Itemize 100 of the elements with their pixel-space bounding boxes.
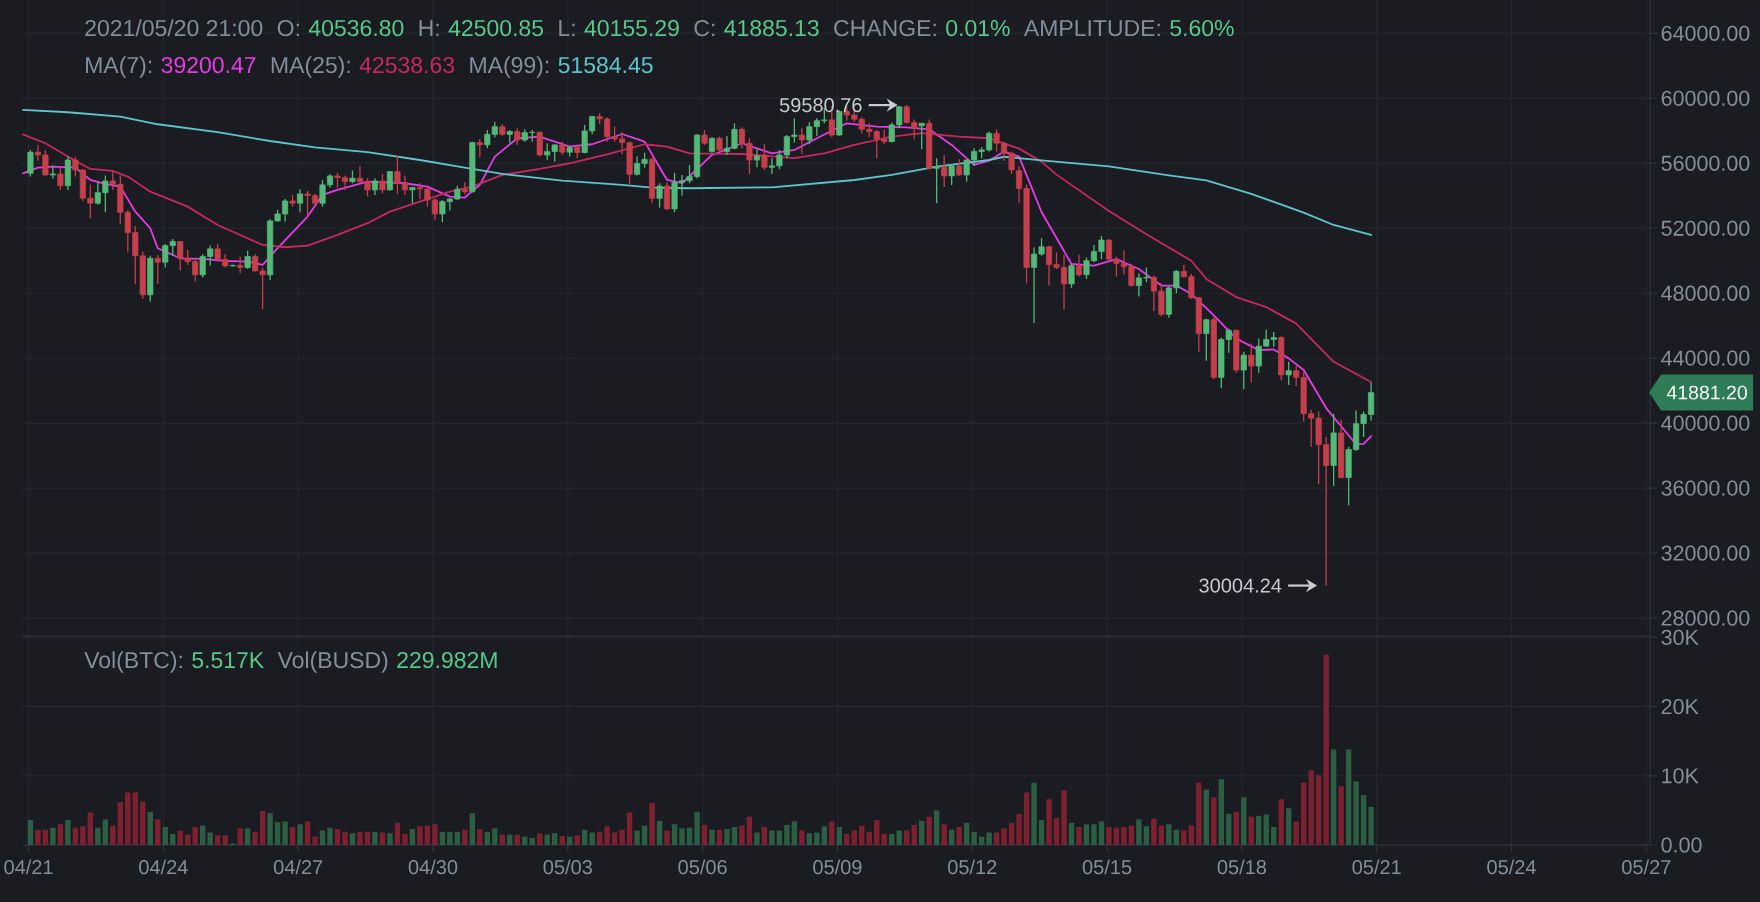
bar <box>1046 799 1052 845</box>
bar <box>214 835 221 845</box>
bar <box>574 835 580 845</box>
candlestick <box>154 254 161 285</box>
bar <box>349 833 356 845</box>
bar <box>529 838 535 845</box>
bar <box>993 832 1000 845</box>
bar <box>874 820 880 845</box>
bar <box>589 832 595 845</box>
bar <box>619 829 625 845</box>
bar <box>656 820 663 845</box>
bar <box>1098 821 1105 845</box>
annotation: 30004.24 <box>1199 578 1282 593</box>
annotation: 51584.45 <box>558 56 653 74</box>
annotation: 42500.85 <box>448 19 544 37</box>
bar <box>1203 789 1210 845</box>
annotation: MA(7): <box>86 56 152 78</box>
candlestick <box>731 122 738 150</box>
bar <box>222 835 228 845</box>
y-tick-label: 64000.00 <box>1661 25 1750 41</box>
x-tick-label: 05/06 <box>678 859 727 875</box>
bar <box>192 827 198 845</box>
bar <box>1031 782 1037 845</box>
bar <box>334 829 341 845</box>
bar <box>641 825 648 845</box>
bar <box>1136 819 1142 845</box>
text: 2021/05/20 21:00 <box>85 19 263 37</box>
bar <box>27 820 34 845</box>
bar <box>1038 820 1045 845</box>
bar <box>1278 799 1284 845</box>
bar <box>125 792 131 845</box>
x-tick-label: 05/18 <box>1217 859 1267 875</box>
candlestick <box>753 148 760 168</box>
y-tick-label: 36000.00 <box>1661 480 1750 496</box>
bar <box>866 831 872 845</box>
bar <box>904 830 910 845</box>
bar <box>42 829 49 845</box>
y-tick-label: 20K <box>1661 698 1699 715</box>
candlestick <box>379 173 386 194</box>
bar <box>252 831 258 845</box>
bar <box>537 833 543 845</box>
bar <box>1016 813 1022 845</box>
bar <box>709 829 715 845</box>
bar <box>1188 825 1195 845</box>
y-tick-label: 44000.00 <box>1661 350 1750 366</box>
bar <box>1121 827 1127 845</box>
bar <box>469 813 476 845</box>
bar <box>57 824 64 845</box>
bar <box>1353 781 1359 845</box>
bar <box>304 821 311 845</box>
candlestick <box>918 121 925 150</box>
bar <box>1241 797 1247 845</box>
bar <box>417 826 423 845</box>
annotation: MA(25): <box>271 56 350 78</box>
bar <box>297 824 303 845</box>
candlestick <box>1128 263 1135 288</box>
bar <box>327 827 333 845</box>
bar <box>1061 790 1067 845</box>
bar <box>462 829 468 845</box>
bar <box>155 819 161 845</box>
bar <box>671 824 678 845</box>
bar <box>117 802 123 845</box>
bar <box>492 828 498 845</box>
bar <box>372 831 378 845</box>
annotation: O: <box>277 19 299 37</box>
bar <box>1106 827 1112 845</box>
candlestick <box>1203 318 1210 362</box>
bar <box>1345 749 1352 845</box>
bar <box>379 832 386 845</box>
bar <box>259 811 266 845</box>
bar <box>312 836 318 845</box>
candlestick <box>941 154 948 188</box>
bar <box>799 830 805 845</box>
annotation: 5.517K <box>192 652 264 669</box>
bar <box>963 822 970 845</box>
bar <box>791 821 798 845</box>
candlestick <box>798 127 805 155</box>
bar <box>1076 827 1082 845</box>
bar <box>132 792 138 845</box>
y-tick-label: 28000.00 <box>1661 610 1750 626</box>
bar <box>1338 786 1344 845</box>
bar <box>806 833 813 845</box>
bar <box>1158 825 1165 845</box>
bar <box>664 830 670 845</box>
candlestick <box>237 255 244 274</box>
annotation: Vol(BUSD) <box>277 651 388 673</box>
bar <box>1323 654 1329 845</box>
bar <box>694 811 700 845</box>
bar <box>581 829 588 845</box>
y-tick-label: 52000.00 <box>1661 220 1750 236</box>
bar <box>1128 825 1135 845</box>
bar <box>72 827 79 845</box>
candlestick <box>1075 254 1083 278</box>
candlestick <box>761 143 768 171</box>
bar <box>971 831 977 845</box>
bar <box>439 831 446 845</box>
candlestick <box>911 118 918 140</box>
bar <box>1330 749 1337 845</box>
bar <box>1308 770 1314 845</box>
bar <box>447 831 453 845</box>
